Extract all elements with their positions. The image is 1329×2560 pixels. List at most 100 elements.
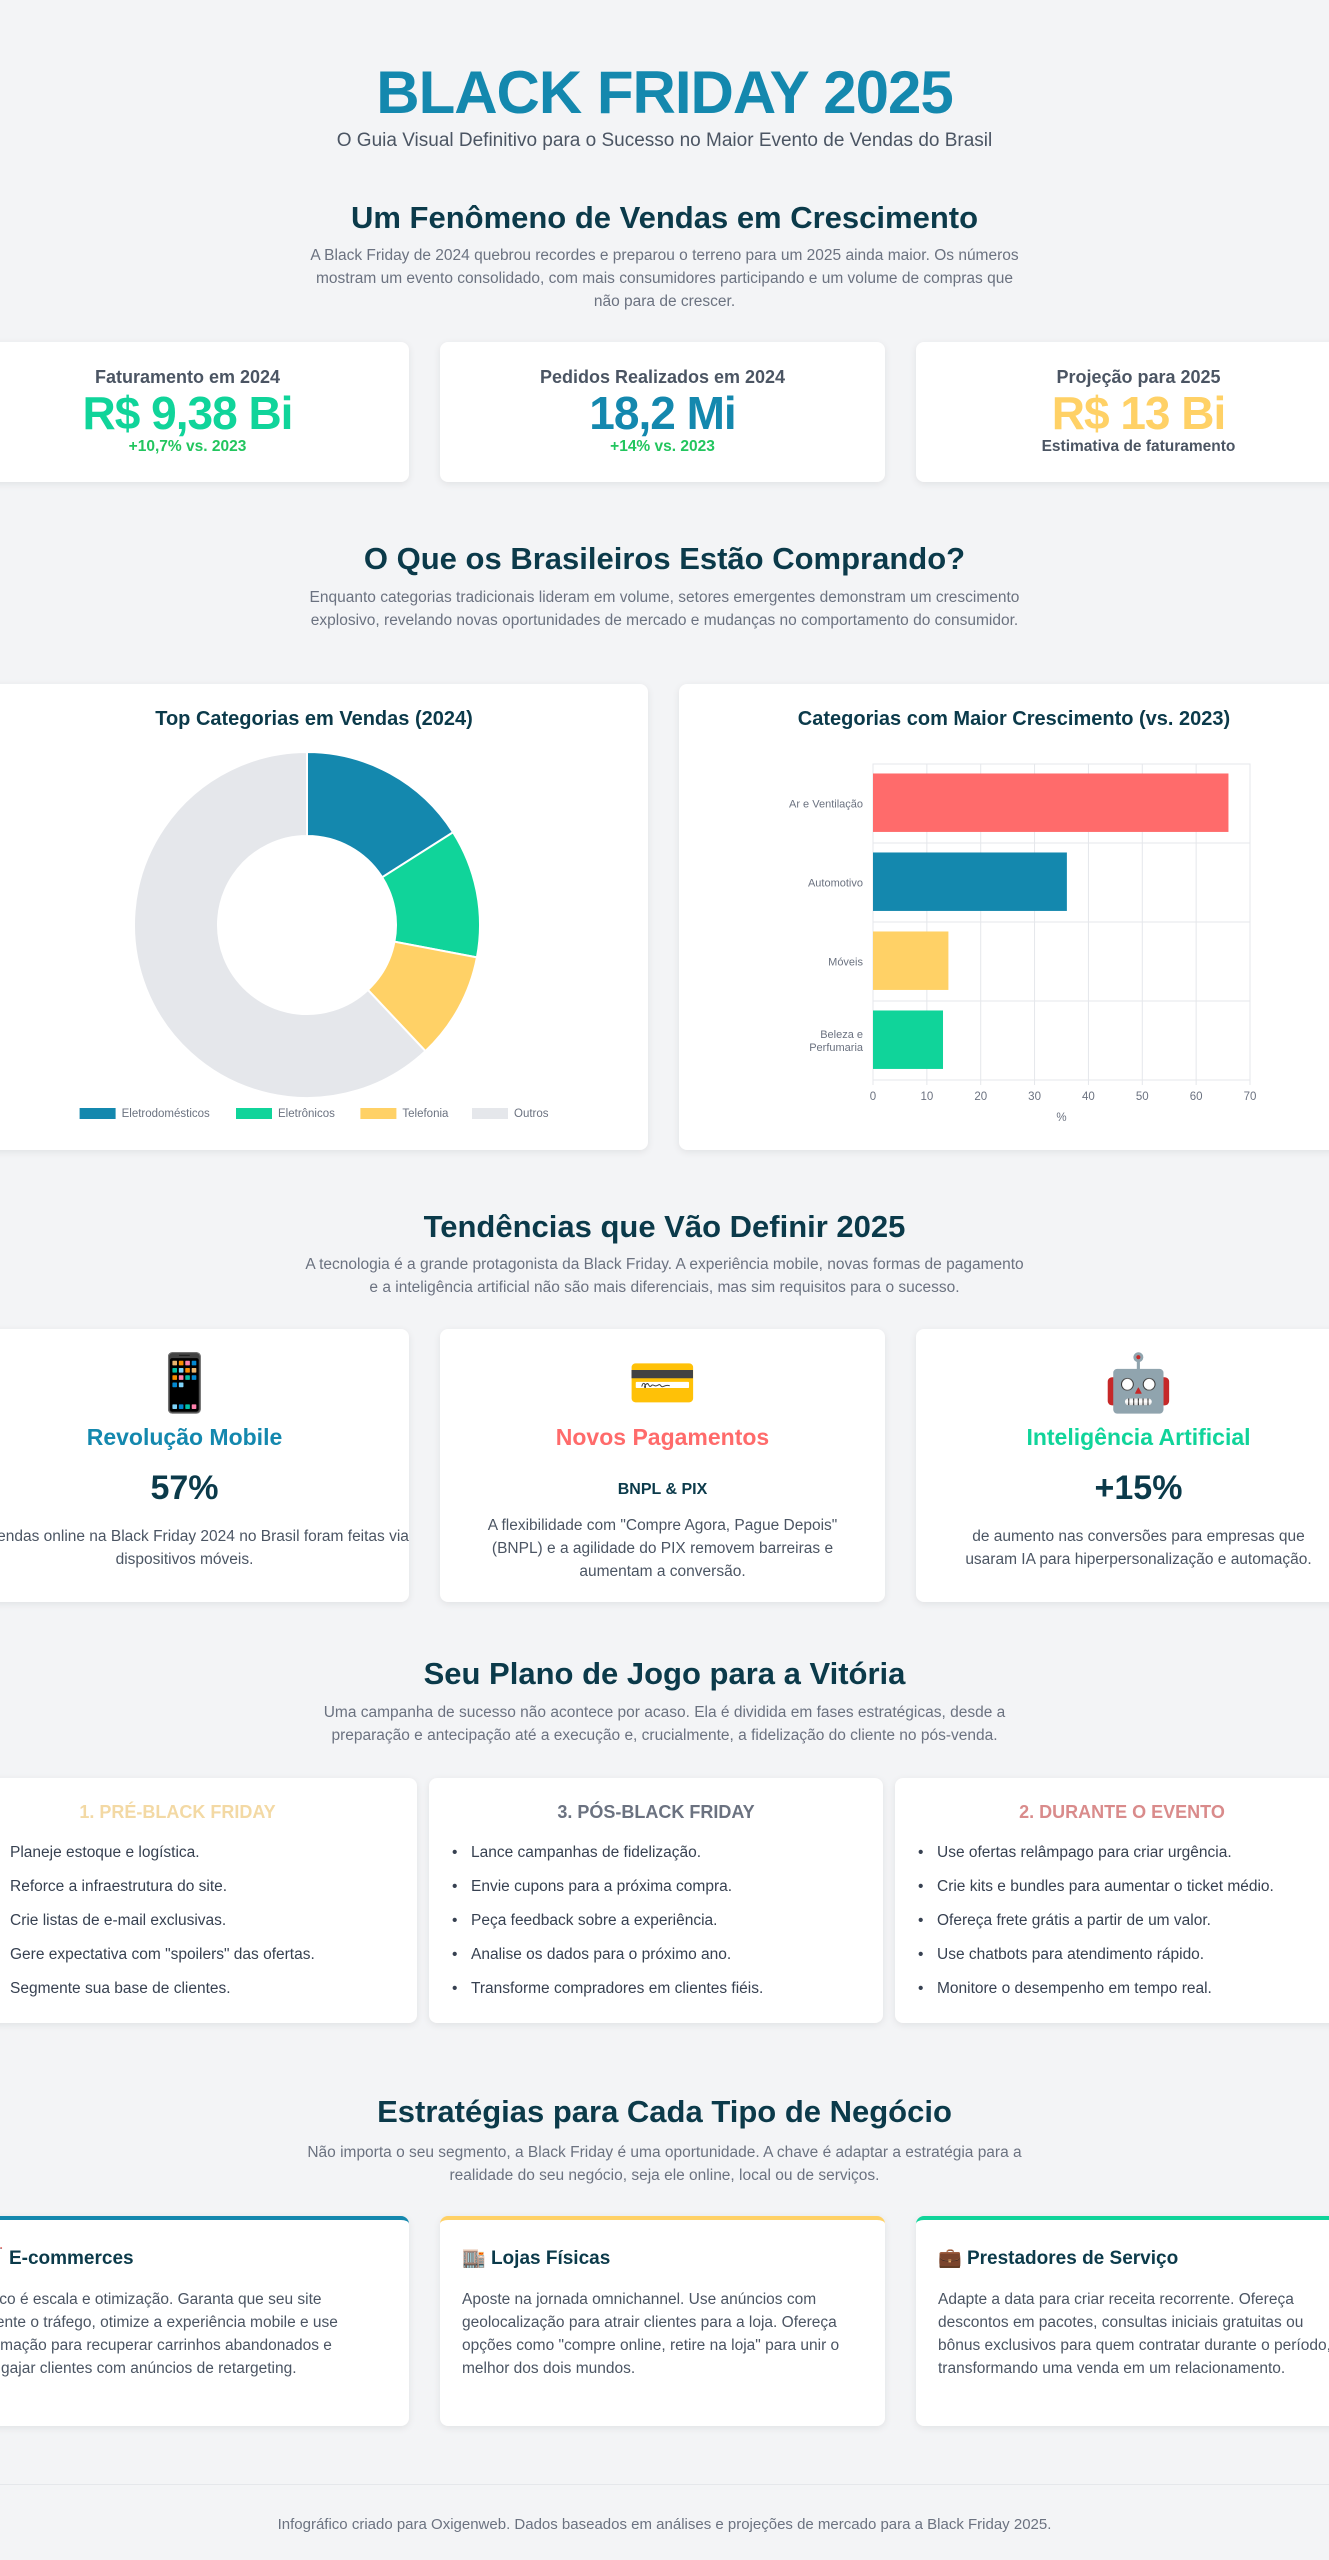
bar <box>873 773 1229 832</box>
trend-highlight: +15% <box>1094 1469 1183 1507</box>
list-item: Use ofertas relâmpago para criar urgênci… <box>915 1836 1329 1870</box>
x-tick-label: 10 <box>920 1091 933 1103</box>
business-card-title: E-commerces <box>8 2248 134 2269</box>
stat-card-orders: Pedidos Realizados em 2024 18,2 Mi +14% … <box>440 342 885 482</box>
business-card-title: Lojas Físicas <box>490 2248 611 2269</box>
donut-slice-3 <box>133 750 427 1099</box>
stat-value: R$ 9,38 Bi <box>82 387 294 439</box>
list-item: Analise os dados para o próximo ano. <box>449 1938 869 1972</box>
phase-list: Lance campanhas de fidelização. Envie cu… <box>449 1836 869 2006</box>
buying-title: O Que os Brasileiros Estão Comprando? <box>363 541 966 576</box>
stat-change: +14% vs. 2023 <box>610 438 715 455</box>
list-item: Use chatbots para atendimento rápido. <box>915 1938 1329 1972</box>
legend-swatch <box>236 1108 272 1119</box>
trends-description: A tecnologia é a grande protagonista da … <box>305 1256 1024 1296</box>
phase-card-pre: 1. PRÉ-BLACK FRIDAY Planeje estoque e lo… <box>0 1778 417 2023</box>
business-card-text: Adapte a data para criar receita recorre… <box>938 2291 1329 2377</box>
trend-highlight: 57% <box>150 1469 219 1507</box>
donut-chart: Eletrodomésticos Eletrônicos Telefonia Outr… <box>79 750 549 1120</box>
stat-card-revenue: Faturamento em 2024 R$ 9,38 Bi +10,7% vs… <box>0 342 409 482</box>
business-description: Não importa o seu segmento, a Black Frid… <box>307 2144 1022 2184</box>
trend-text: de aumento nas conversões para empresas … <box>965 1528 1312 1568</box>
footer-text: Infográfico criado para Oxigenweb. Dados… <box>277 2516 1052 2533</box>
stat-label: Pedidos Realizados em 2024 <box>539 367 786 387</box>
list-item: Planeje estoque e logística. <box>0 1836 408 1870</box>
phase-list: Use ofertas relâmpago para criar urgênci… <box>915 1836 1329 2006</box>
store-icon: 🏬 <box>462 2248 486 2269</box>
trend-title: Novos Pagamentos <box>555 1424 770 1450</box>
mobile-phone-icon: 📱 <box>149 1351 220 1414</box>
list-item: Transforme compradores em clientes fiéis… <box>449 1972 869 2006</box>
list-item: Ofereça frete grátis a partir de um valo… <box>915 1904 1329 1938</box>
bar-chart: 0 10 20 30 40 50 60 70 Ar e Ventilação Automotivo… <box>789 763 1257 1124</box>
y-tick-label: Perfumaria <box>809 1042 864 1054</box>
list-item: Segmente sua base de clientes. <box>0 1972 408 2006</box>
stat-note: Estimativa de faturamento <box>1041 438 1236 455</box>
phase-card-post: 3. PÓS-BLACK FRIDAY Lance campanhas de f… <box>429 1778 883 2023</box>
x-tick-label: 70 <box>1244 1091 1257 1103</box>
donut-chart-title: Top Categorias em Vendas (2024) <box>155 708 473 730</box>
trend-title: Revolução Mobile <box>86 1424 283 1450</box>
legend-swatch <box>79 1108 116 1119</box>
growth-description: A Black Friday de 2024 quebrou recordes … <box>310 247 1019 310</box>
footer-divider <box>0 2484 1329 2485</box>
x-tick-label: 40 <box>1082 1091 1095 1103</box>
trend-title: Inteligência Artificial <box>1026 1424 1251 1450</box>
x-tick-label: 30 <box>1028 1091 1041 1103</box>
x-tick-label: 50 <box>1136 1091 1149 1103</box>
x-axis-label: % <box>1056 1112 1066 1124</box>
legend-swatch <box>360 1108 397 1119</box>
trend-card-ai: 🤖 Inteligência Artificial +15% de aument… <box>916 1329 1329 1602</box>
list-item: Reforce a infraestrutura do site. <box>0 1870 408 1904</box>
legend-swatch <box>472 1108 508 1119</box>
credit-card-icon: 💳 <box>627 1351 698 1414</box>
legend-label: Outros <box>514 1108 549 1120</box>
stat-value: R$ 13 Bi <box>1051 387 1227 439</box>
phase-list: Planeje estoque e logística. Reforce a i… <box>0 1836 408 2006</box>
business-card-title: Prestadores de Serviço <box>966 2248 1179 2269</box>
x-tick-label: 20 <box>974 1091 987 1103</box>
trend-card-payments: 💳 Novos Pagamentos BNPL & PIX A flexibil… <box>440 1329 885 1602</box>
x-tick-label: 0 <box>870 1091 876 1103</box>
list-item: Crie listas de e-mail exclusivas. <box>0 1904 408 1938</box>
trend-text: das vendas online na Black Friday 2024 n… <box>0 1528 409 1568</box>
trend-card-mobile: 📱 Revolução Mobile 57% das vendas online… <box>0 1329 409 1602</box>
phase-title: 3. PÓS-BLACK FRIDAY <box>557 1802 755 1822</box>
legend-label: Eletrodomésticos <box>122 1108 210 1120</box>
business-title-row: 🏬 Lojas Físicas <box>462 2246 610 2270</box>
list-item: Gere expectativa com "spoilers" das ofer… <box>0 1938 408 1972</box>
list-item: Crie kits e bundles para aumentar o tick… <box>915 1870 1329 1904</box>
list-item: Monitore o desempenho em tempo real. <box>915 1972 1329 2006</box>
bar <box>873 1010 944 1069</box>
phase-title: 1. PRÉ-BLACK FRIDAY <box>79 1802 276 1822</box>
business-card-text: Aposte na jornada omnichannel. Use anúnc… <box>462 2291 840 2377</box>
x-tick-label: 60 <box>1190 1091 1203 1103</box>
stat-label: Projeção para 2025 <box>1056 367 1221 387</box>
robot-icon: 🤖 <box>1103 1351 1174 1414</box>
bar <box>873 931 949 990</box>
briefcase-icon: 💼 <box>938 2248 962 2269</box>
plan-description: Uma campanha de sucesso não acontece por… <box>323 1704 1006 1744</box>
business-title: Estratégias para Cada Tipo de Negócio <box>377 2094 952 2129</box>
growth-title: Um Fenômeno de Vendas em Crescimento <box>350 200 979 235</box>
business-card-text: O foco é escala e otimização. Garanta qu… <box>0 2291 338 2377</box>
list-item: Lance campanhas de fidelização. <box>449 1836 869 1870</box>
y-tick-label: Ar e Ventilação <box>789 799 863 811</box>
stat-value: 18,2 Mi <box>589 387 736 439</box>
list-item: Peça feedback sobre a experiência. <box>449 1904 869 1938</box>
y-tick-label: Automotivo <box>808 878 863 890</box>
y-tick-label: Móveis <box>828 957 863 969</box>
stat-label: Faturamento em 2024 <box>94 367 281 387</box>
buying-description: Enquanto categorias tradicionais lideram… <box>309 589 1020 629</box>
business-title-row: 💼 Prestadores de Serviço <box>938 2246 1178 2270</box>
plan-title: Seu Plano de Jogo para a Vitória <box>423 1656 906 1691</box>
donut-chart-card: Top Categorias em Vendas (2024) Eletrodo… <box>0 684 648 1150</box>
page-title: BLACK FRIDAY 2025 <box>376 59 954 126</box>
legend-label: Telefonia <box>402 1108 449 1120</box>
list-item: Envie cupons para a próxima compra. <box>449 1870 869 1904</box>
phase-card-during: 2. DURANTE O EVENTO Use ofertas relâmpag… <box>895 1778 1329 2023</box>
stat-card-projection: Projeção para 2025 R$ 13 Bi Estimativa d… <box>916 342 1329 482</box>
phase-title: 2. DURANTE O EVENTO <box>1019 1802 1225 1822</box>
bar-chart-card: Categorias com Maior Crescimento (vs. 20… <box>679 684 1329 1150</box>
stat-change: +10,7% vs. 2023 <box>128 438 247 455</box>
